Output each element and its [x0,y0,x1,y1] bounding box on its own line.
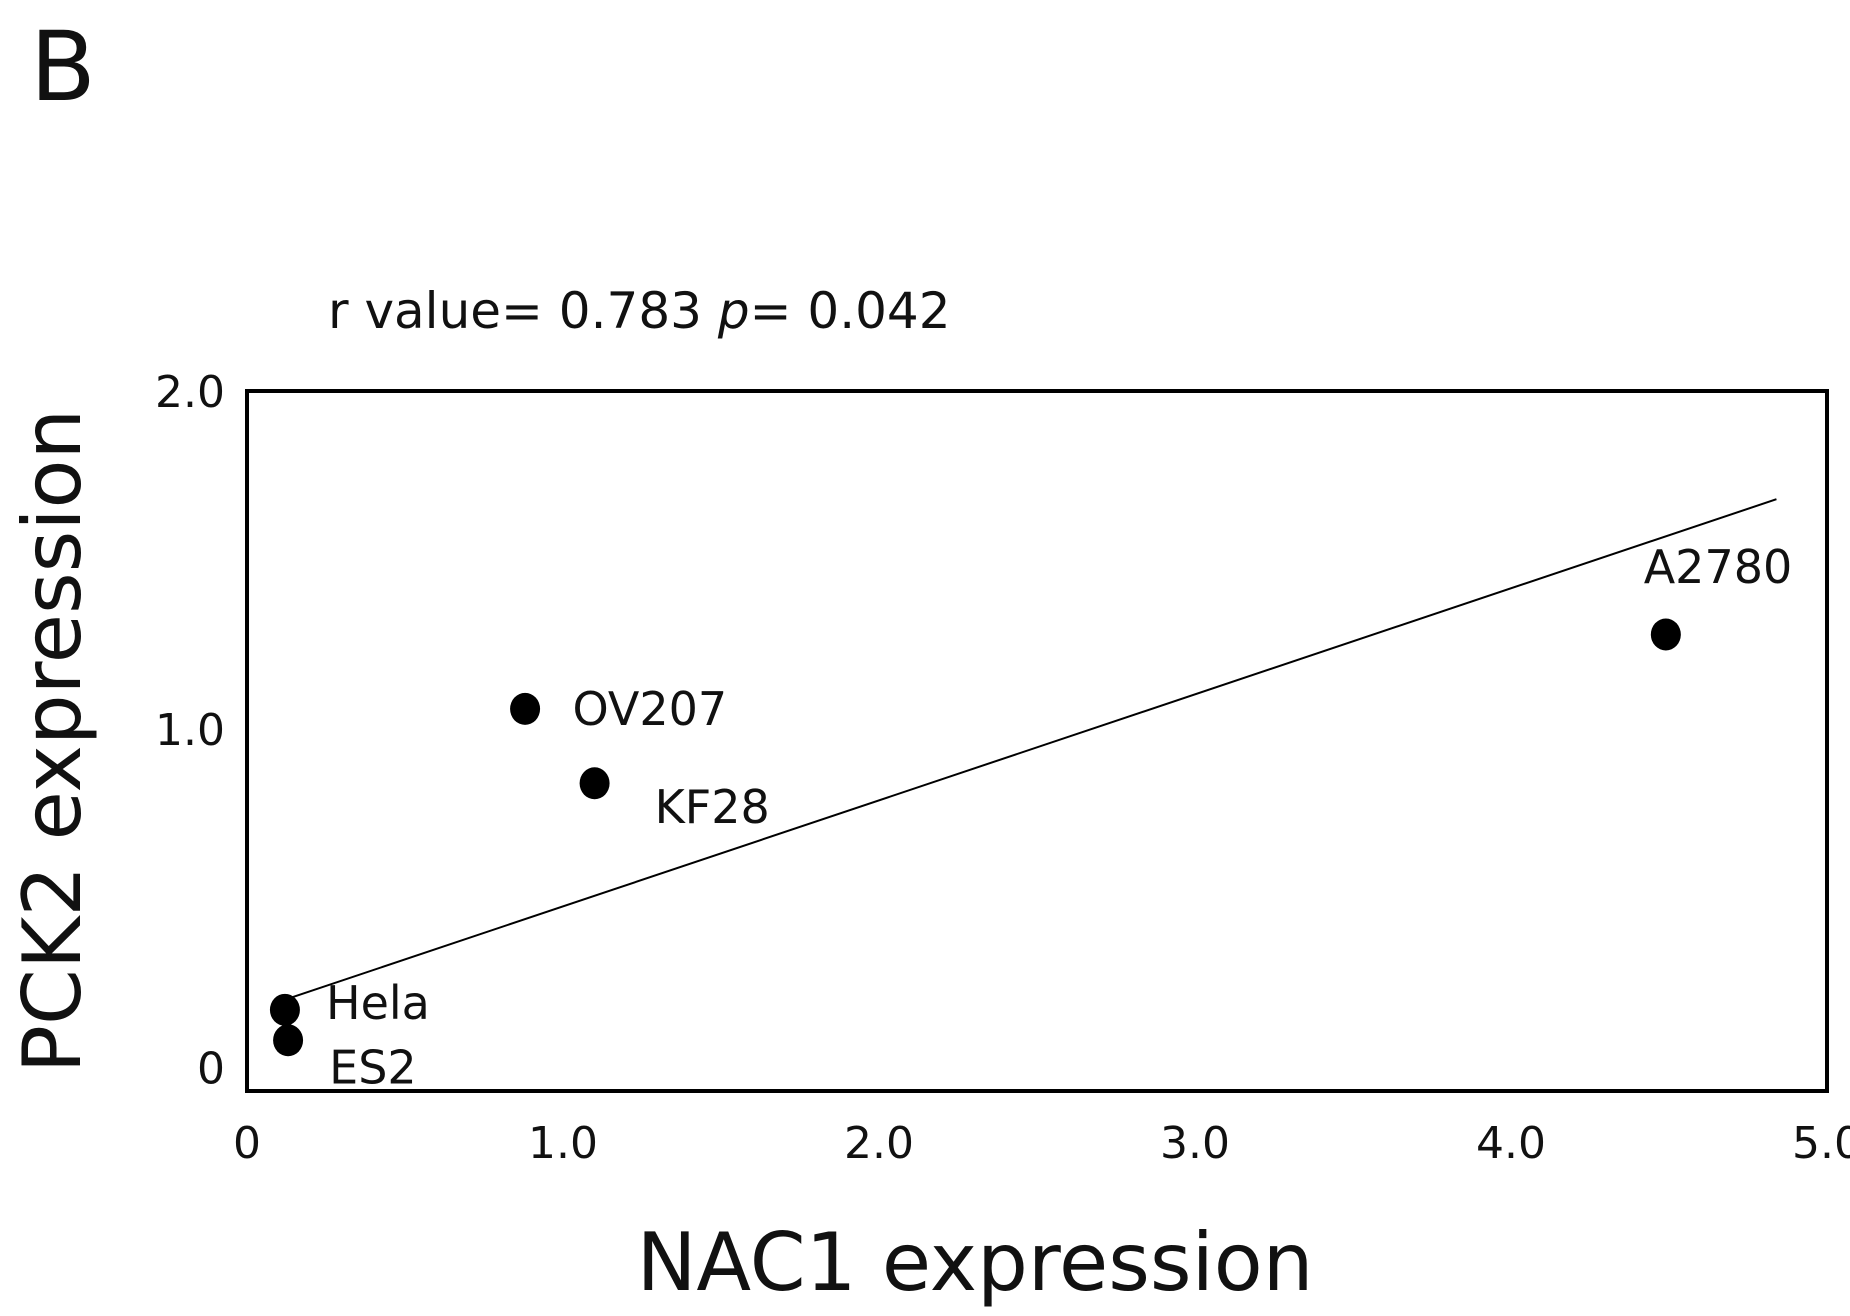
data-points [269,618,1681,1057]
data-point-hela [269,993,300,1026]
regression-line [284,498,1777,1001]
data-point-a2780 [1650,618,1681,651]
y-tick-label: 0 [197,1043,225,1094]
x-tick-label: 1.0 [528,1118,598,1169]
y-tick-label: 2.0 [155,367,225,418]
data-point-ov207 [510,692,541,725]
p-symbol: p [717,282,750,340]
data-point-labels: Hela ES2 OV207 KF28 A2780 [326,540,1792,1094]
y-axis-label: PCK2 expression [6,409,99,1073]
r-value-text: r value= 0.783 [328,282,718,340]
data-label-es2: ES2 [329,1040,417,1094]
x-tick-label: 3.0 [1160,1118,1230,1169]
data-label-ov207: OV207 [572,682,727,736]
x-tick-label: 0 [233,1118,261,1169]
data-point-kf28 [579,767,610,800]
p-value-text: = 0.042 [750,282,951,340]
data-label-a2780: A2780 [1644,540,1793,594]
stats-annotation: r value= 0.783 p= 0.042 [328,282,951,340]
x-tick-label: 5.0 [1792,1118,1850,1169]
panel-label: B [30,11,96,123]
y-tick-label: 1.0 [155,705,225,756]
x-tick-label: 4.0 [1476,1118,1546,1169]
plot-frame [245,389,1829,1093]
y-tick-labels: 0 1.0 2.0 [155,367,225,1094]
data-point-es2 [273,1024,304,1057]
x-tick-labels: 0 1.0 2.0 3.0 4.0 5.0 [233,1118,1850,1169]
x-axis-label: NAC1 expression [637,1216,1314,1309]
x-tick-label: 2.0 [844,1118,914,1169]
data-label-kf28: KF28 [655,780,770,834]
data-label-hela: Hela [326,976,430,1030]
